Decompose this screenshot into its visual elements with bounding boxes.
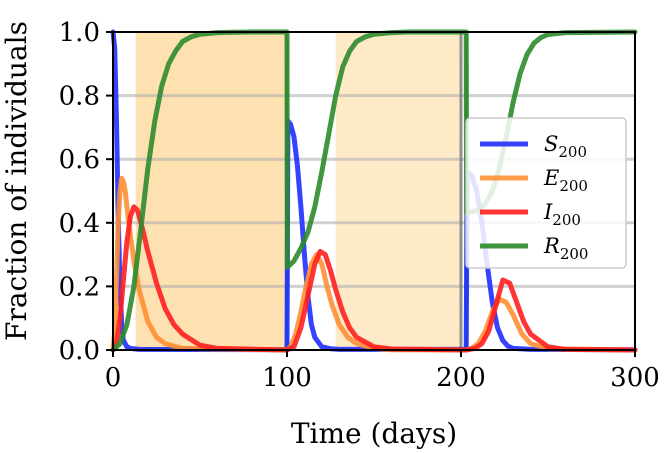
x-tick-label-0: 0 bbox=[105, 363, 122, 393]
legend-subscript-s: 200 bbox=[558, 143, 587, 161]
legend-subscript-e: 200 bbox=[559, 177, 588, 195]
y-axis-title: Fraction of individuals bbox=[0, 21, 33, 341]
x-tick-label-200: 200 bbox=[436, 363, 486, 393]
x-tick-label-300: 300 bbox=[610, 363, 660, 393]
series-line-i bbox=[110, 204, 638, 353]
legend-subscript-r: 200 bbox=[560, 245, 589, 263]
legend-subscript-i: 200 bbox=[552, 211, 581, 229]
plot-frame bbox=[112, 31, 636, 351]
y-tick-label-0.0: 0.0 bbox=[59, 336, 100, 366]
shaded-region-1 bbox=[135, 32, 287, 350]
legend-box bbox=[465, 117, 627, 269]
y-tick-label-0.6: 0.6 bbox=[59, 145, 100, 175]
shaded-region-2 bbox=[335, 32, 461, 350]
axis-ticks: 0 100 200 300 0.0 0.2 0.4 0.6 0.8 1.0 bbox=[59, 18, 660, 393]
y-tick-label-1.0: 1.0 bbox=[59, 18, 100, 48]
y-tick-label-0.4: 0.4 bbox=[59, 209, 100, 239]
x-axis-title: Time (days) bbox=[291, 417, 457, 450]
y-tick-label-0.2: 0.2 bbox=[59, 272, 100, 302]
y-tick-label-0.8: 0.8 bbox=[59, 82, 100, 112]
x-tick-label-100: 100 bbox=[262, 363, 312, 393]
